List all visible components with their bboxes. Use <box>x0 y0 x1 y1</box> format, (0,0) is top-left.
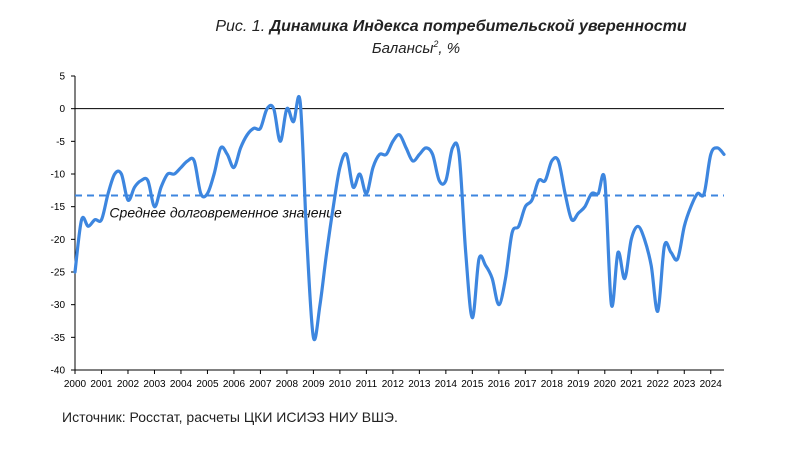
source-note: Источник: Росстат, расчеты ЦКИ ИСИЭЗ НИУ… <box>62 409 398 425</box>
x-tick-label: 2021 <box>620 379 643 390</box>
subtitle-main: Балансы <box>371 40 434 57</box>
y-tick-label: -15 <box>51 202 66 213</box>
x-tick-label: 2015 <box>461 379 484 390</box>
subtitle-unit: , % <box>438 40 461 57</box>
x-tick-label: 2000 <box>64 379 87 390</box>
y-tick-label: -35 <box>51 333 66 344</box>
chart-subtitle: Балансы2, % <box>30 39 802 57</box>
y-tick-label: -20 <box>51 235 66 246</box>
title-block: Рис. 1. Динамика Индекса потребительской… <box>0 18 802 57</box>
y-tick-label: 0 <box>59 104 65 115</box>
series-group <box>73 95 726 342</box>
x-tick-label: 2013 <box>408 379 431 390</box>
axes <box>71 75 724 374</box>
x-tick-label: 2016 <box>488 379 511 390</box>
x-tick-label: 2005 <box>196 379 219 390</box>
chart-title: Рис. 1. Динамика Индекса потребительской… <box>100 18 802 36</box>
x-tick-label: 2007 <box>249 379 272 390</box>
x-tick-label: 2004 <box>170 379 193 390</box>
x-tick-label: 2020 <box>594 379 617 390</box>
x-tick-label: 2002 <box>117 379 140 390</box>
x-tick-label: 2006 <box>223 379 246 390</box>
x-tick-label: 2022 <box>647 379 670 390</box>
y-tick-label: -25 <box>51 268 66 279</box>
x-tick-label: 2009 <box>302 379 325 390</box>
y-tick-label: -30 <box>51 300 66 311</box>
x-tick-label: 2017 <box>514 379 537 390</box>
x-tick-label: 2001 <box>90 379 113 390</box>
x-tick-label: 2023 <box>673 379 696 390</box>
average-line-group: Среднее долговременное значение <box>75 194 724 221</box>
title-prefix: Рис. 1. <box>215 18 266 35</box>
x-tick-label: 2011 <box>356 379 378 390</box>
y-tick-label: -10 <box>51 170 66 181</box>
x-tick-label: 2012 <box>382 379 405 390</box>
x-tick-label: 2018 <box>541 379 564 390</box>
y-tick-label: -5 <box>56 137 65 148</box>
title-text: Динамика Индекса потребительской уверенн… <box>269 18 687 35</box>
y-tick-label: 5 <box>59 72 65 83</box>
x-tick-label: 2003 <box>143 379 166 390</box>
average-label: Среднее долговременное значение <box>109 205 342 221</box>
x-tick-label: 2024 <box>700 379 723 390</box>
x-tick-label: 2014 <box>435 379 458 390</box>
x-tick-label: 2019 <box>567 379 590 390</box>
series-line <box>73 95 726 342</box>
y-tick-label: -40 <box>51 366 66 377</box>
footnote-marker: 2 <box>433 39 439 49</box>
x-tick-label: 2010 <box>329 379 352 390</box>
x-tick-label: 2008 <box>276 379 299 390</box>
